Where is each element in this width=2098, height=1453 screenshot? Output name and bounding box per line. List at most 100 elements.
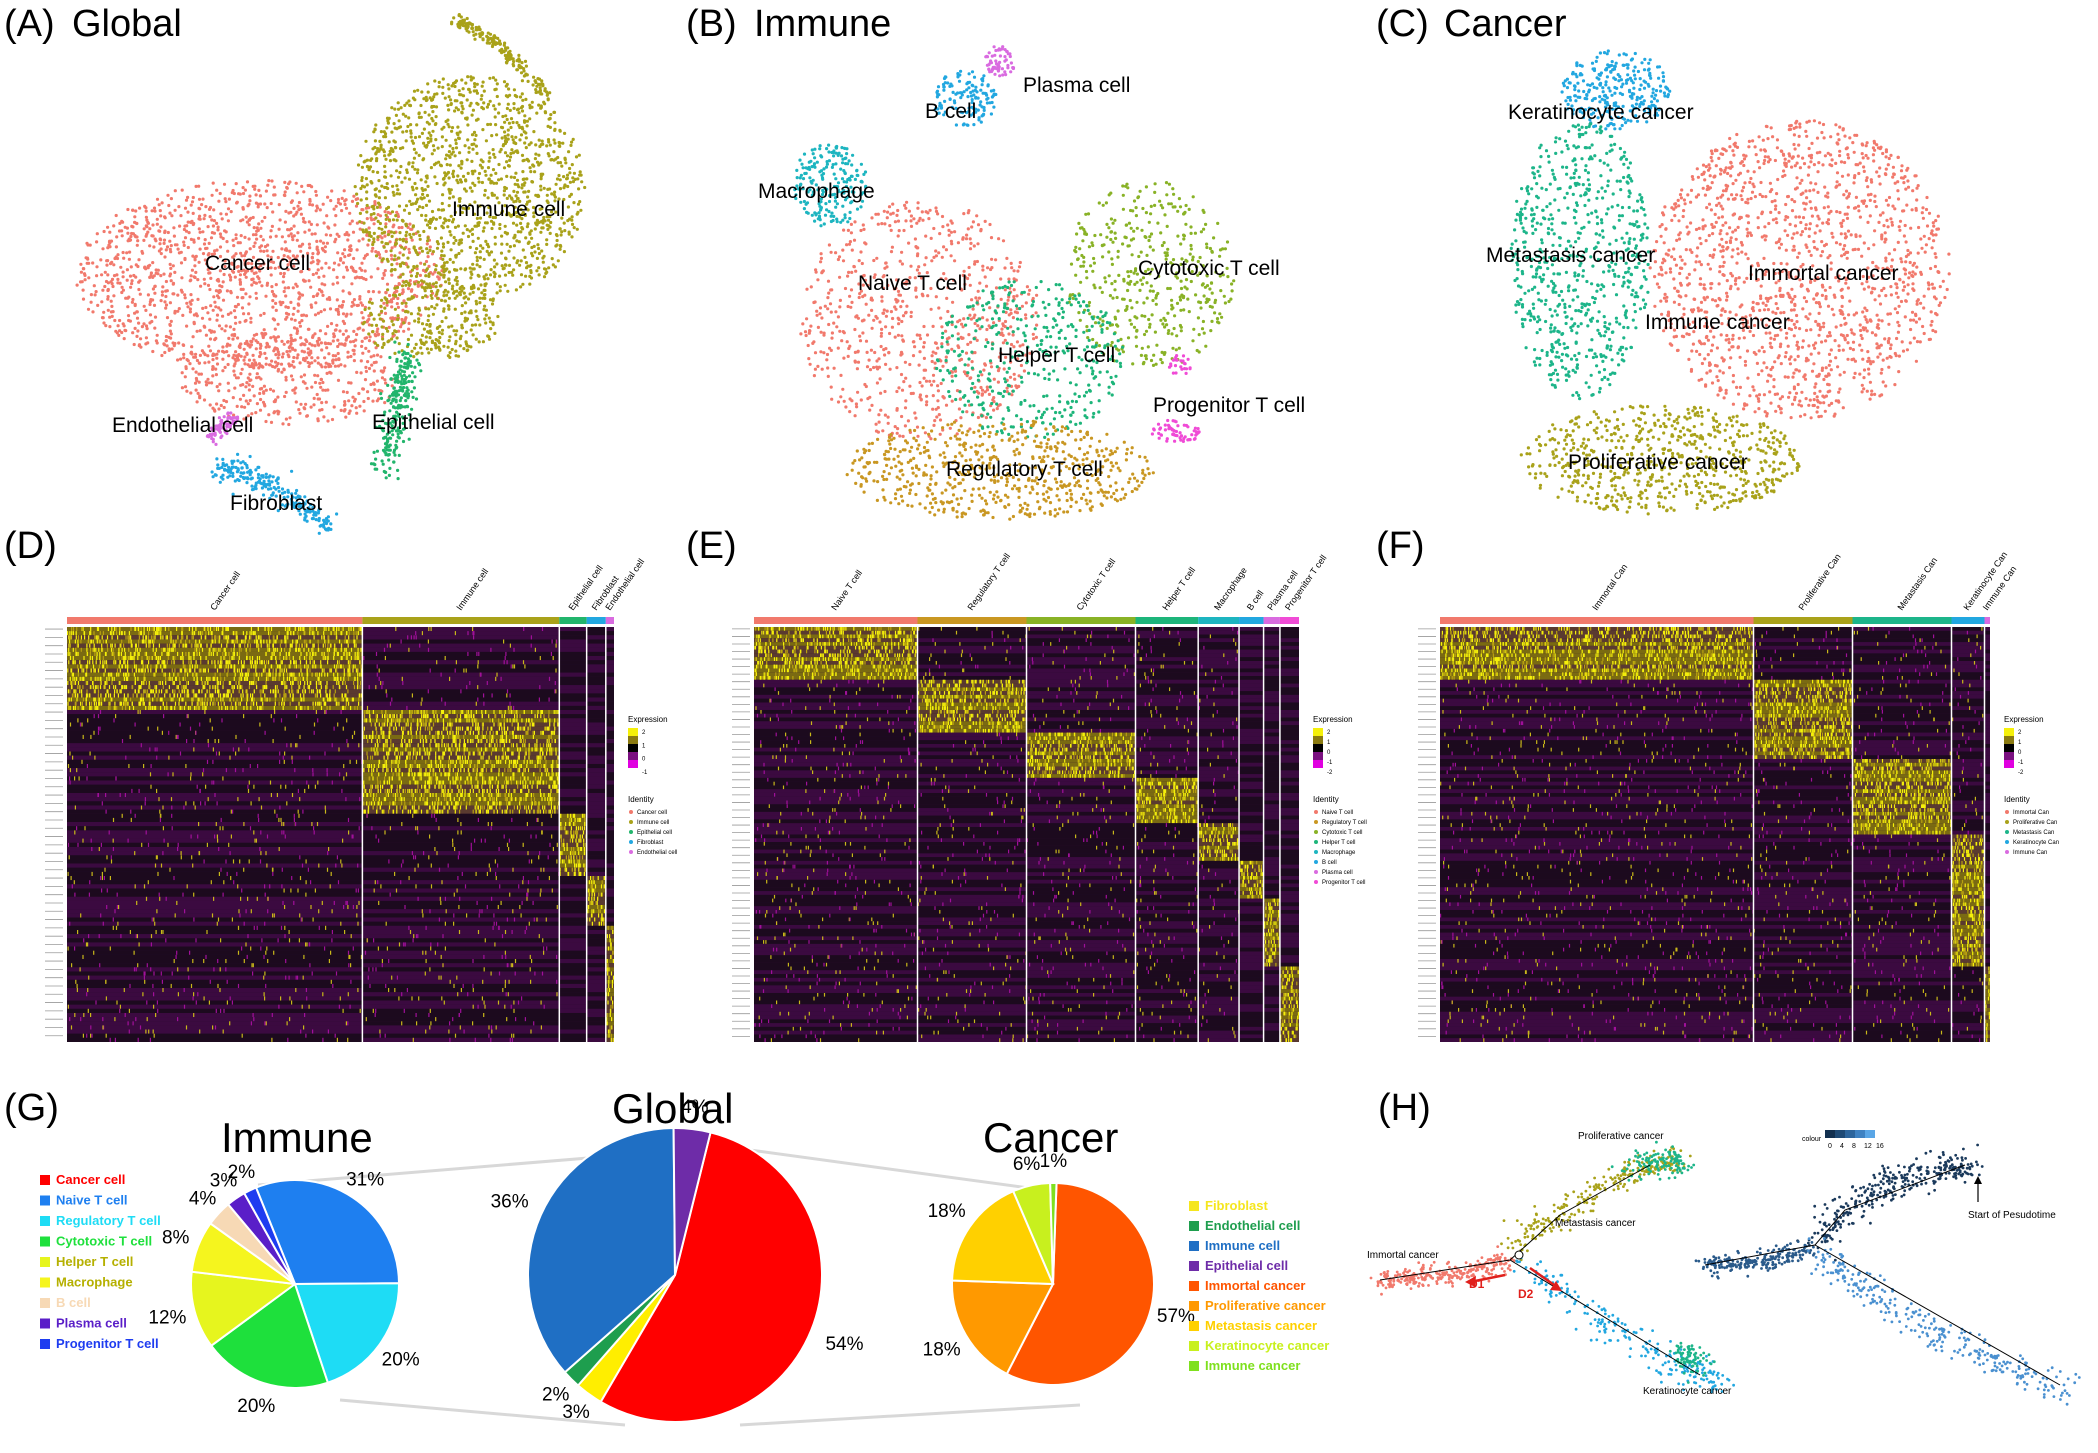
cancer-cell-point xyxy=(218,324,221,327)
immune-cell-point xyxy=(452,261,455,264)
immune-cell-point xyxy=(428,336,431,339)
cancer-cell-point xyxy=(314,301,317,304)
immune-cell-point xyxy=(458,151,461,154)
cancer-cell-point xyxy=(246,204,249,207)
cancer-cell-point xyxy=(332,268,335,271)
immune-cell-point xyxy=(539,188,542,191)
cancer-cell-point xyxy=(345,313,348,316)
naive-t-cell-point xyxy=(978,297,981,300)
immune-cell-point xyxy=(395,239,398,242)
immune-cell-point xyxy=(365,210,368,213)
naive-t-cell-point xyxy=(879,392,882,395)
immune-cell-point xyxy=(430,297,433,300)
immune-cell-point xyxy=(521,154,524,157)
immune-cell-point xyxy=(456,280,459,283)
cancer-cell-point xyxy=(327,342,330,345)
cancer-cell-point xyxy=(337,379,340,382)
cancer-cell-point xyxy=(370,250,373,253)
cancer-cell-point xyxy=(152,245,155,248)
immune-cell-point xyxy=(397,256,400,259)
naive-t-cell-point xyxy=(900,373,903,376)
naive-t-cell-point xyxy=(940,382,943,385)
naive-t-cell-point xyxy=(850,301,853,304)
cancer-cell-point xyxy=(407,287,410,290)
immune-cell-point xyxy=(537,104,540,107)
cancer-cell-point xyxy=(201,307,204,310)
naive-t-cell-point xyxy=(838,276,841,279)
cancer-cell-point xyxy=(366,243,369,246)
cancer-cell-point xyxy=(293,326,296,329)
b-cell-point xyxy=(959,70,962,73)
naive-t-cell-point xyxy=(910,315,913,318)
cancer-cell-point xyxy=(210,381,213,384)
naive-t-cell-point xyxy=(861,319,864,322)
cancer-cell-point xyxy=(163,231,166,234)
immune-cell-point xyxy=(398,119,401,122)
cancer-cell-point xyxy=(271,225,274,228)
cancer-cell-point xyxy=(352,195,355,198)
cancer-cell-point xyxy=(218,284,221,287)
cancer-cell-point xyxy=(248,223,251,226)
immune-cell-point xyxy=(442,226,445,229)
epithelial-cell-point xyxy=(383,436,386,439)
immune-cell-point xyxy=(448,125,451,128)
immune-cell-point xyxy=(504,135,507,138)
immune-cell-point xyxy=(493,332,496,335)
macrophage-point xyxy=(819,144,822,147)
cancer-cell-point xyxy=(216,279,219,282)
immune-cell-point xyxy=(427,236,430,239)
cancer-cell-point xyxy=(184,236,187,239)
cancer-cell-point xyxy=(343,344,346,347)
cancer-cell-point xyxy=(312,273,315,276)
cancer-cell-point xyxy=(145,225,148,228)
epithelial-cell-point xyxy=(383,470,386,473)
immune-cell-point xyxy=(449,98,452,101)
immune-cell-point xyxy=(413,319,416,322)
naive-t-cell-point xyxy=(903,204,906,207)
cancer-cell-point xyxy=(235,237,238,240)
cancer-cell-point xyxy=(104,324,107,327)
macrophage-point xyxy=(848,217,851,220)
immune-cell-point xyxy=(516,68,519,71)
immune-cell-point xyxy=(414,249,417,252)
immune-cell-point xyxy=(368,307,371,310)
naive-t-cell-point xyxy=(945,404,948,407)
immune-cell-point xyxy=(471,263,474,266)
cancer-cell-point xyxy=(320,310,323,313)
naive-t-cell-point xyxy=(969,242,972,245)
b-cell-point xyxy=(979,100,982,103)
cancer-cell-point xyxy=(355,412,358,415)
immune-cell-point xyxy=(411,295,414,298)
naive-t-cell-point xyxy=(801,322,804,325)
naive-t-cell-point xyxy=(883,210,886,213)
epithelial-cell-point xyxy=(418,363,421,366)
cancer-cell-point xyxy=(284,286,287,289)
immune-cell-point xyxy=(513,88,516,91)
naive-t-cell-point xyxy=(924,235,927,238)
immune-cell-point xyxy=(512,190,515,193)
b-cell-point xyxy=(973,76,976,79)
cancer-cell-point xyxy=(194,356,197,359)
cancer-cell-point xyxy=(199,329,202,332)
cancer-cell-point xyxy=(285,350,288,353)
cancer-cell-point xyxy=(332,339,335,342)
cancer-cell-point xyxy=(86,243,89,246)
naive-t-cell-point xyxy=(895,390,898,393)
immune-cell-point xyxy=(372,212,375,215)
naive-t-cell-point xyxy=(962,317,965,320)
immune-cell-point xyxy=(464,144,467,147)
fibroblast-point xyxy=(212,475,215,478)
cancer-cell-point xyxy=(364,337,367,340)
immune-cell-point xyxy=(476,259,479,262)
cancer-cell-point xyxy=(292,356,295,359)
naive-t-cell-point xyxy=(888,332,891,335)
cancer-cell-point xyxy=(119,266,122,269)
cancer-cell-point xyxy=(291,235,294,238)
naive-t-cell-point xyxy=(807,344,810,347)
cancer-cell-point xyxy=(136,317,139,320)
immune-cell-point xyxy=(555,243,558,246)
cancer-cell-point xyxy=(284,240,287,243)
naive-t-cell-point xyxy=(820,316,823,319)
immune-cell-point xyxy=(523,181,526,184)
immune-cell-point xyxy=(362,230,365,233)
